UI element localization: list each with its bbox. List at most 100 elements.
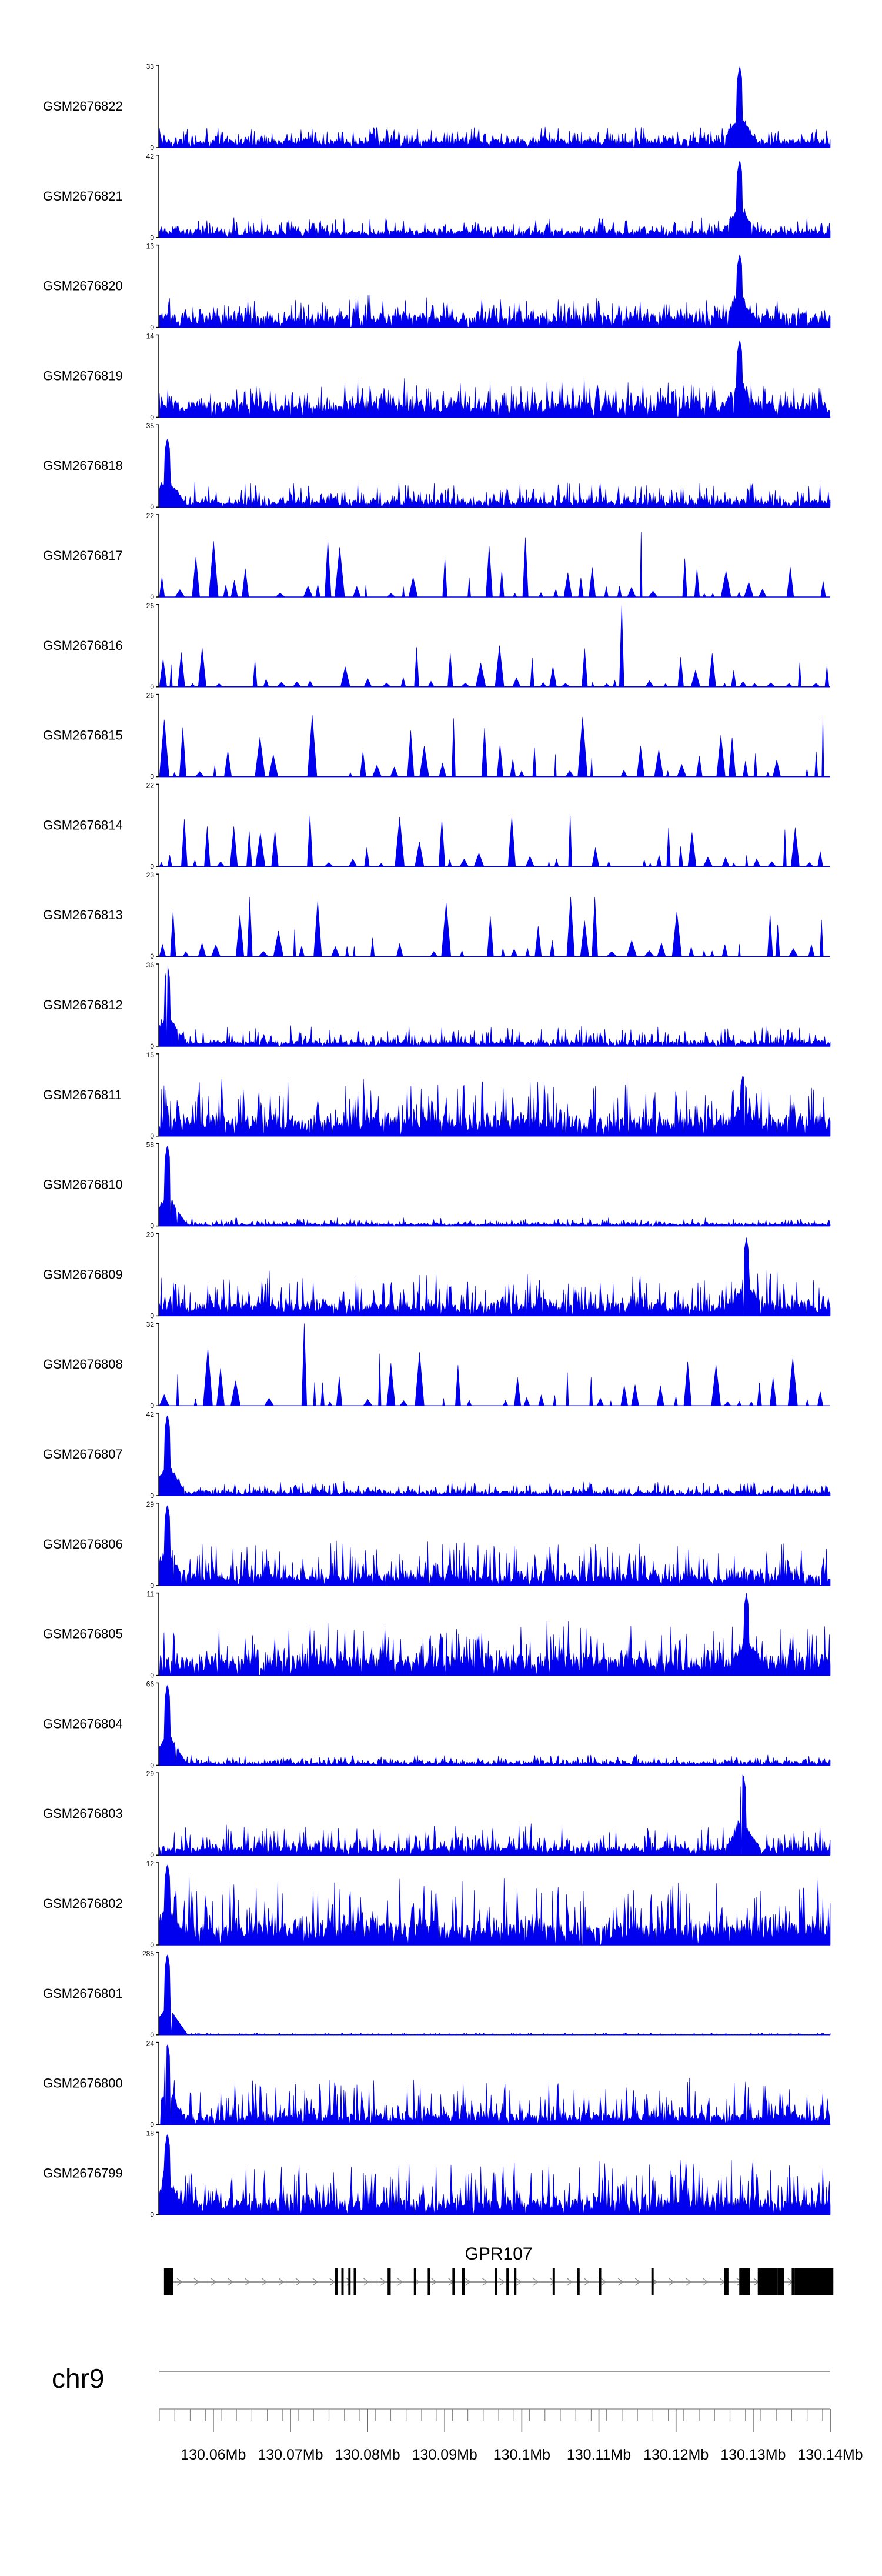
exon bbox=[791, 2268, 795, 2295]
y-min-label: 0 bbox=[150, 503, 154, 511]
tick-label: 130.11Mb bbox=[567, 2447, 631, 2463]
strand-chevron bbox=[499, 2278, 505, 2286]
strand-chevron bbox=[312, 2278, 319, 2286]
track-label: GSM2676801 bbox=[43, 1986, 123, 2001]
track-GSM2676806: GSM2676806 29 0 bbox=[43, 1500, 831, 1590]
track-GSM2676799: GSM2676799 18 0 bbox=[43, 2129, 831, 2218]
exon bbox=[427, 2268, 430, 2295]
tick-label: 130.08Mb bbox=[335, 2447, 400, 2463]
signal-area bbox=[159, 66, 831, 149]
signal-area bbox=[159, 1954, 831, 2036]
y-max-label: 66 bbox=[146, 1680, 155, 1688]
signal-area bbox=[159, 1864, 831, 1946]
strand-chevron bbox=[295, 2278, 302, 2286]
y-max-label: 23 bbox=[146, 871, 155, 879]
strand-chevron bbox=[397, 2278, 403, 2286]
track-GSM2676817: GSM2676817 22 0 bbox=[43, 512, 830, 601]
track-label: GSM2676813 bbox=[43, 907, 123, 922]
strand-chevron bbox=[363, 2278, 369, 2286]
track-label: GSM2676809 bbox=[43, 1267, 123, 1282]
track-GSM2676802: GSM2676802 12 0 bbox=[43, 1860, 831, 1949]
y-max-label: 42 bbox=[146, 152, 155, 161]
signal-area bbox=[159, 604, 830, 688]
track-label: GSM2676806 bbox=[43, 1537, 123, 1551]
y-min-label: 0 bbox=[150, 413, 154, 421]
y-min-label: 0 bbox=[150, 2121, 154, 2129]
strand-chevron bbox=[601, 2278, 607, 2286]
strand-chevron bbox=[617, 2278, 624, 2286]
track-GSM2676820: GSM2676820 13 0 bbox=[43, 242, 831, 332]
exon bbox=[171, 2268, 173, 2295]
exon bbox=[780, 2268, 783, 2295]
track-GSM2676816: GSM2676816 26 0 bbox=[43, 602, 830, 691]
signal-area bbox=[159, 1504, 831, 1586]
gene-name: GPR107 bbox=[465, 2244, 533, 2264]
y-max-label: 13 bbox=[146, 242, 155, 251]
strand-chevron bbox=[380, 2278, 386, 2286]
y-max-label: 22 bbox=[146, 781, 155, 789]
tick-label: 130.06Mb bbox=[181, 2447, 246, 2463]
track-GSM2676811: GSM2676811 15 0 bbox=[43, 1051, 831, 1140]
y-max-label: 22 bbox=[146, 512, 155, 520]
track-GSM2676818: GSM2676818 35 0 bbox=[43, 422, 831, 511]
strand-chevron bbox=[261, 2278, 268, 2286]
signal-area bbox=[159, 340, 831, 418]
signal-area bbox=[159, 2134, 831, 2215]
chromosome-label: chr9 bbox=[52, 2363, 104, 2394]
tick-label: 130.12Mb bbox=[643, 2447, 709, 2463]
track-label: GSM2676818 bbox=[43, 458, 123, 473]
track-GSM2676814: GSM2676814 22 0 bbox=[43, 781, 830, 870]
y-min-label: 0 bbox=[150, 773, 154, 781]
exon bbox=[577, 2268, 580, 2295]
y-min-label: 0 bbox=[150, 683, 154, 691]
track-label: GSM2676799 bbox=[43, 2165, 123, 2180]
y-min-label: 0 bbox=[150, 1312, 154, 1320]
track-GSM2676800: GSM2676800 24 0 bbox=[43, 2040, 831, 2129]
y-max-label: 20 bbox=[146, 1230, 155, 1239]
track-label: GSM2676822 bbox=[43, 99, 123, 114]
track-GSM2676809: GSM2676809 20 0 bbox=[43, 1230, 831, 1320]
y-min-label: 0 bbox=[150, 862, 154, 870]
track-GSM2676808: GSM2676808 32 0 bbox=[43, 1320, 830, 1410]
strand-chevron bbox=[533, 2278, 539, 2286]
y-max-label: 29 bbox=[146, 1500, 155, 1509]
track-label: GSM2676805 bbox=[43, 1627, 123, 1641]
y-max-label: 36 bbox=[146, 961, 155, 969]
y-max-label: 58 bbox=[146, 1141, 155, 1149]
track-GSM2676801: GSM2676801 285 0 bbox=[43, 1950, 831, 2039]
y-max-label: 29 bbox=[146, 1770, 155, 1778]
exon bbox=[757, 2268, 778, 2295]
y-max-label: 15 bbox=[146, 1051, 155, 1059]
y-max-label: 285 bbox=[142, 1950, 154, 1958]
track-label: GSM2676817 bbox=[43, 548, 123, 563]
strand-chevron bbox=[465, 2278, 471, 2286]
track-GSM2676812: GSM2676812 36 0 bbox=[43, 961, 831, 1050]
strand-chevron bbox=[634, 2278, 641, 2286]
signal-area bbox=[159, 1774, 831, 1856]
y-max-label: 26 bbox=[146, 602, 155, 610]
track-GSM2676804: GSM2676804 66 0 bbox=[43, 1680, 831, 1769]
track-GSM2676803: GSM2676803 29 0 bbox=[43, 1770, 831, 1859]
tick-label: 130.13Mb bbox=[720, 2447, 786, 2463]
y-max-label: 33 bbox=[146, 62, 155, 71]
strand-chevron bbox=[245, 2278, 250, 2286]
exon bbox=[353, 2268, 356, 2295]
signal-area bbox=[159, 2044, 831, 2125]
track-label: GSM2676815 bbox=[43, 728, 123, 743]
exon bbox=[514, 2268, 517, 2295]
track-GSM2676821: GSM2676821 42 0 bbox=[43, 152, 831, 242]
y-min-label: 0 bbox=[150, 1042, 154, 1050]
y-min-label: 0 bbox=[150, 1491, 154, 1500]
strand-chevron bbox=[176, 2278, 183, 2286]
exon bbox=[739, 2268, 750, 2295]
signal-area bbox=[159, 1684, 831, 1766]
strand-chevron bbox=[516, 2278, 522, 2286]
signal-area bbox=[159, 1145, 831, 1227]
track-label: GSM2676816 bbox=[43, 638, 123, 653]
track-label: GSM2676803 bbox=[43, 1806, 123, 1821]
exon bbox=[452, 2268, 455, 2295]
track-label: GSM2676812 bbox=[43, 997, 123, 1012]
y-max-label: 26 bbox=[146, 692, 155, 700]
y-max-label: 18 bbox=[146, 2129, 155, 2137]
tick-label: 130.1Mb bbox=[493, 2447, 550, 2463]
